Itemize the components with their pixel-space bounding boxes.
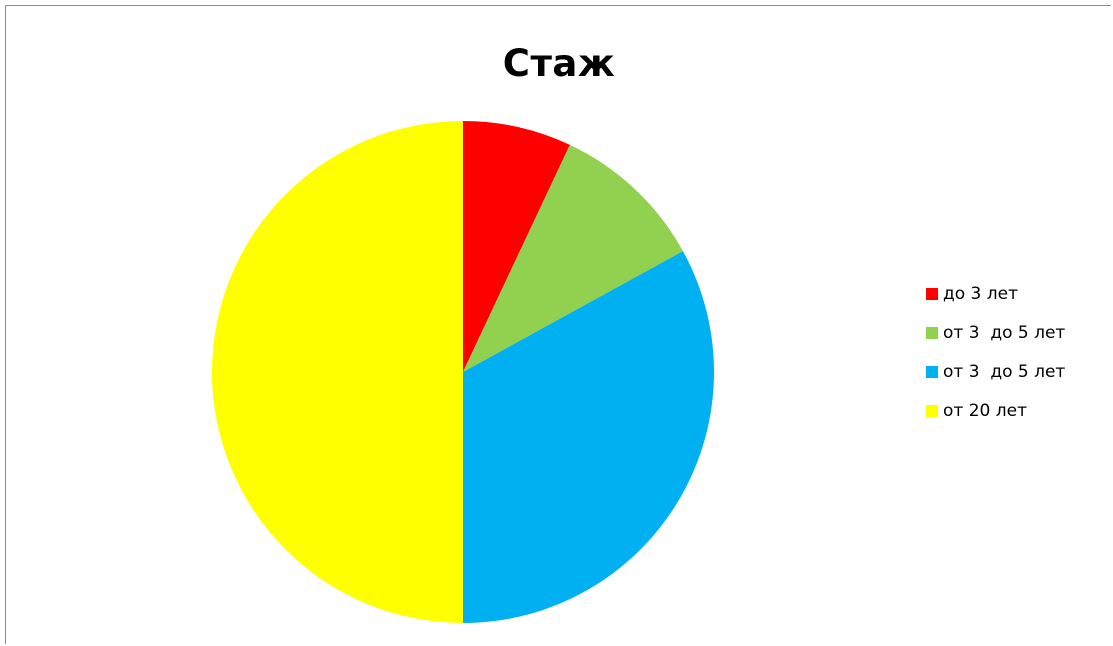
pie-slice-3	[463, 251, 714, 623]
legend-label: до 3 лет	[943, 284, 1019, 304]
pie-slice-1	[463, 121, 570, 372]
legend-label: от 3 до 5 лет	[943, 362, 1066, 382]
chart-legend: до 3 лет от 3 до 5 лет от 3 до 5 лет от 20 …	[926, 284, 1066, 441]
legend-item-2: от 3 до 5 лет	[926, 323, 1066, 343]
legend-item-4: от 20 лет	[926, 401, 1065, 421]
chart-title: Стаж	[502, 42, 616, 85]
legend-item-1: до 3 лет	[926, 284, 1065, 304]
legend-label: от 3 до 5 лет	[943, 323, 1066, 343]
legend-item-3: от 3 до 5 лет	[926, 362, 1066, 382]
legend-swatch	[926, 327, 938, 339]
pie-slice-4	[212, 121, 463, 623]
pie-slice-2	[463, 144, 683, 372]
legend-swatch	[926, 405, 938, 417]
legend-swatch	[926, 288, 938, 300]
legend-swatch	[926, 366, 938, 378]
legend-label: от 20 лет	[943, 401, 1027, 421]
